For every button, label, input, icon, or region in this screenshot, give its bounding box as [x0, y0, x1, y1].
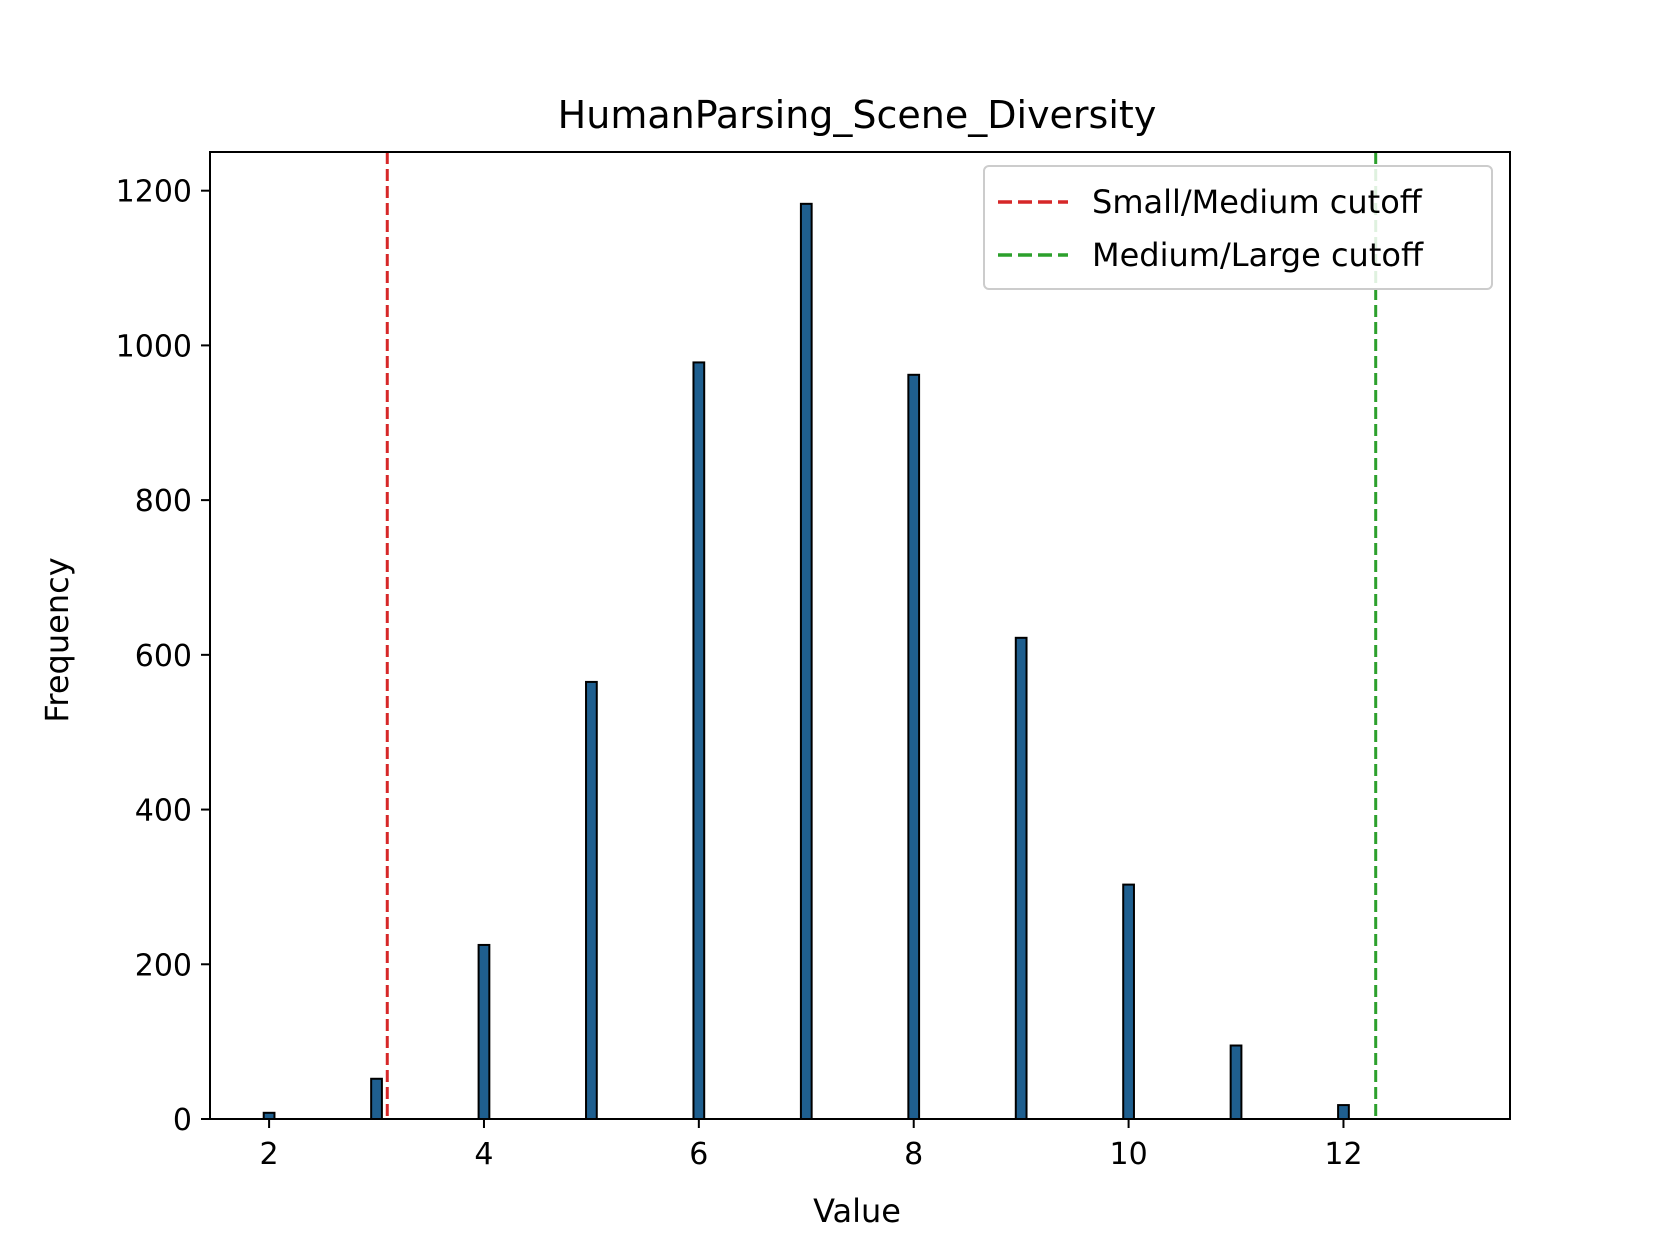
bar-11	[1229, 1044, 1243, 1121]
x-axis-label: Value	[813, 1192, 901, 1230]
x-tick-label: 6	[689, 1137, 708, 1172]
chart-title: HumanParsing_Scene_Diversity	[558, 93, 1157, 137]
legend: Small/Medium cutoff Medium/Large cutoff	[983, 165, 1493, 290]
y-tick-label: 1000	[116, 329, 192, 364]
x-tick-label: 10	[1110, 1137, 1148, 1172]
y-tick-label: 200	[135, 948, 192, 983]
y-tick-label: 800	[135, 484, 192, 519]
plot-frame	[209, 151, 1511, 1120]
bar-7	[799, 202, 813, 1120]
x-tick-label: 2	[260, 1137, 279, 1172]
bar-9	[1014, 636, 1028, 1120]
bars-layer	[262, 202, 1350, 1121]
y-tick-label: 600	[135, 639, 192, 674]
x-axis-ticks: 2 4 6 8 10 12	[260, 1119, 1363, 1172]
bar-12	[1337, 1104, 1350, 1120]
y-tick-label: 1200	[116, 175, 192, 210]
bar-3	[370, 1077, 383, 1121]
bar-8	[907, 373, 921, 1120]
legend-label-0: Small/Medium cutoff	[1092, 183, 1423, 221]
y-tick-label: 0	[173, 1103, 192, 1138]
y-axis-label: Frequency	[38, 557, 76, 722]
x-tick-label: 8	[904, 1137, 923, 1172]
legend-label-1: Medium/Large cutoff	[1092, 236, 1424, 274]
bar-5	[585, 680, 598, 1120]
y-axis-ticks: 0 200 400 600 800 1000 1200	[116, 175, 210, 1138]
y-tick-label: 400	[135, 794, 192, 829]
bar-6	[692, 361, 706, 1121]
bar-10	[1122, 883, 1135, 1120]
bar-4	[477, 943, 491, 1120]
cutoff-lines	[385, 152, 1378, 1119]
x-tick-label: 4	[474, 1137, 493, 1172]
x-tick-label: 12	[1324, 1137, 1362, 1172]
legend-box	[983, 165, 1493, 290]
